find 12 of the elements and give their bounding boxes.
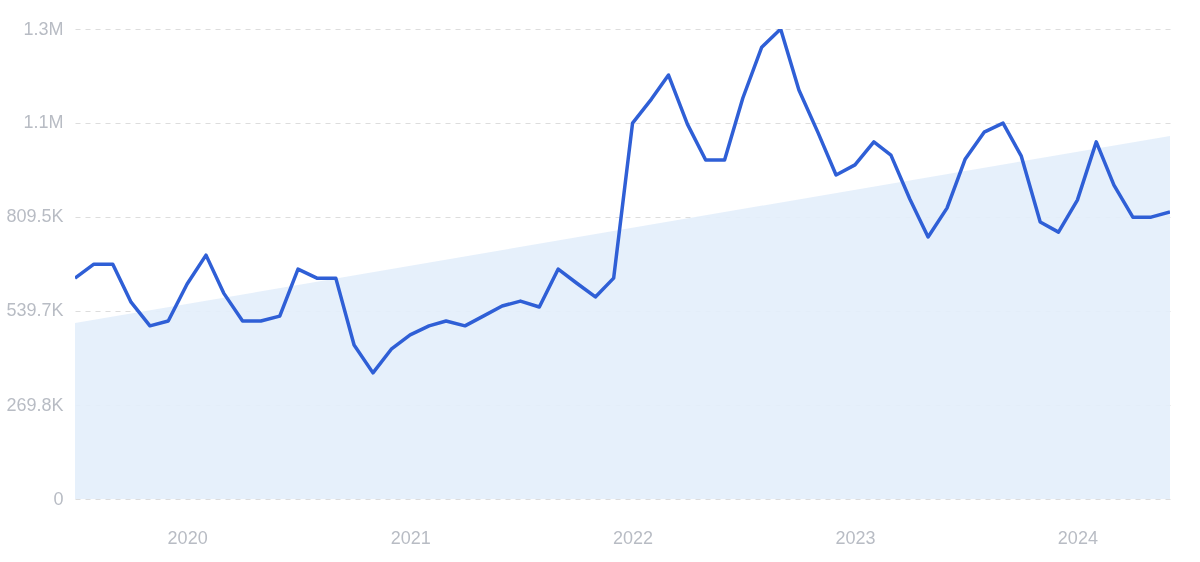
y-tick-label: 269.8K (6, 394, 64, 415)
y-tick-label: 1.3M (23, 18, 64, 39)
y-tick-label: 539.7K (6, 300, 64, 321)
x-tick-label: 2023 (835, 527, 876, 548)
y-tick-label: 0 (53, 488, 64, 509)
line-series (75, 29, 1170, 375)
x-tick-label: 2021 (390, 527, 431, 548)
y-tick-label: 809.5K (6, 206, 64, 227)
y-tick-label: 1.1M (23, 112, 64, 133)
x-tick-label: 2024 (1057, 527, 1098, 548)
x-tick-label: 2020 (167, 527, 208, 548)
x-tick-label: 2022 (613, 527, 654, 548)
